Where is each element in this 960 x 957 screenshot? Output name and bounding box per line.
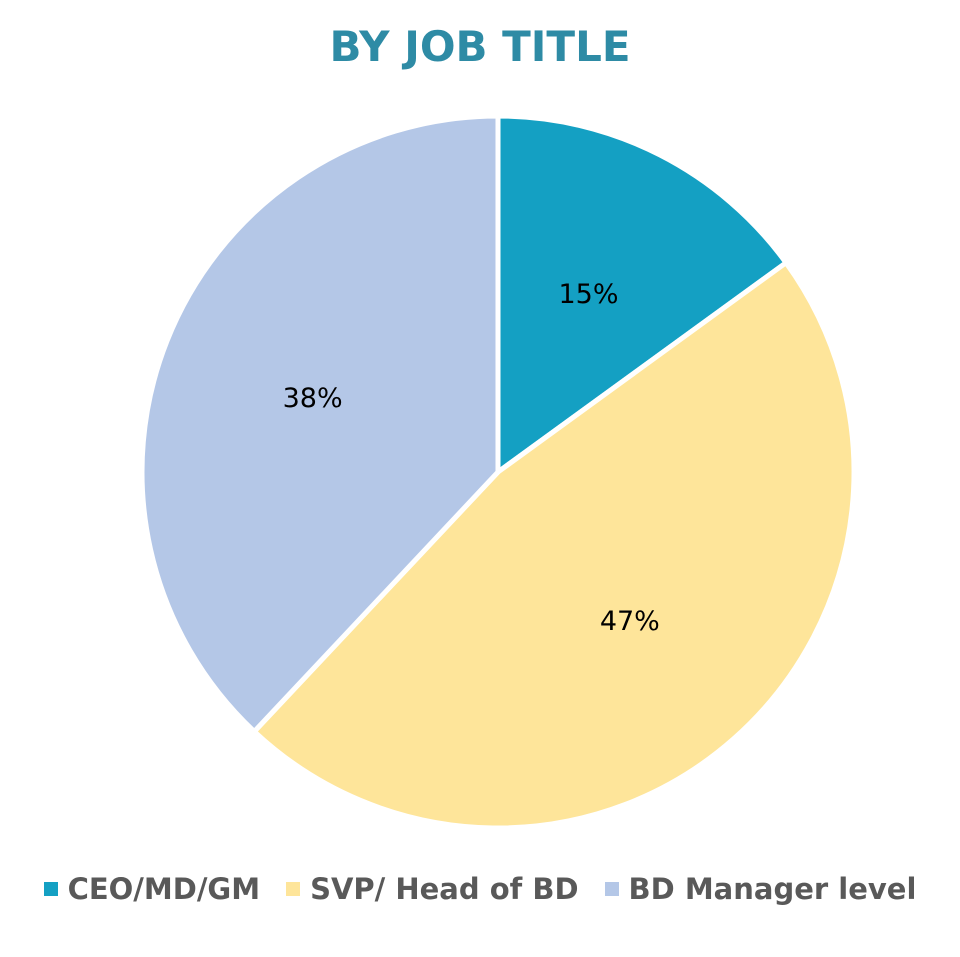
legend-item-ceo: CEO/MD/GM: [43, 872, 261, 906]
legend-item-bd-manager: BD Manager level: [604, 872, 917, 906]
legend-item-svp: SVP/ Head of BD: [286, 872, 579, 906]
legend-label-svp: SVP/ Head of BD: [310, 872, 579, 906]
legend-label-ceo: CEO/MD/GM: [67, 872, 261, 906]
pie-slice-ceo: [495, 113, 789, 475]
data-label-ceo: 15%: [558, 279, 618, 310]
legend-swatch-svp: [286, 882, 301, 896]
pie-slices: [139, 113, 857, 831]
legend: CEO/MD/GM SVP/ Head of BD BD Manager lev…: [0, 872, 960, 906]
legend-swatch-bd-manager: [604, 882, 619, 896]
pie-slice-svp: [251, 260, 857, 831]
pie-data-labels: 15% 47% 38%: [283, 279, 660, 637]
pie-slice-bd-manager: [139, 113, 501, 735]
data-label-bd-manager: 38%: [283, 383, 343, 414]
data-label-svp: 47%: [600, 606, 660, 637]
legend-label-bd-manager: BD Manager level: [628, 872, 917, 906]
chart-title: BY JOB TITLE: [329, 22, 631, 71]
legend-swatch-ceo: [43, 882, 58, 896]
